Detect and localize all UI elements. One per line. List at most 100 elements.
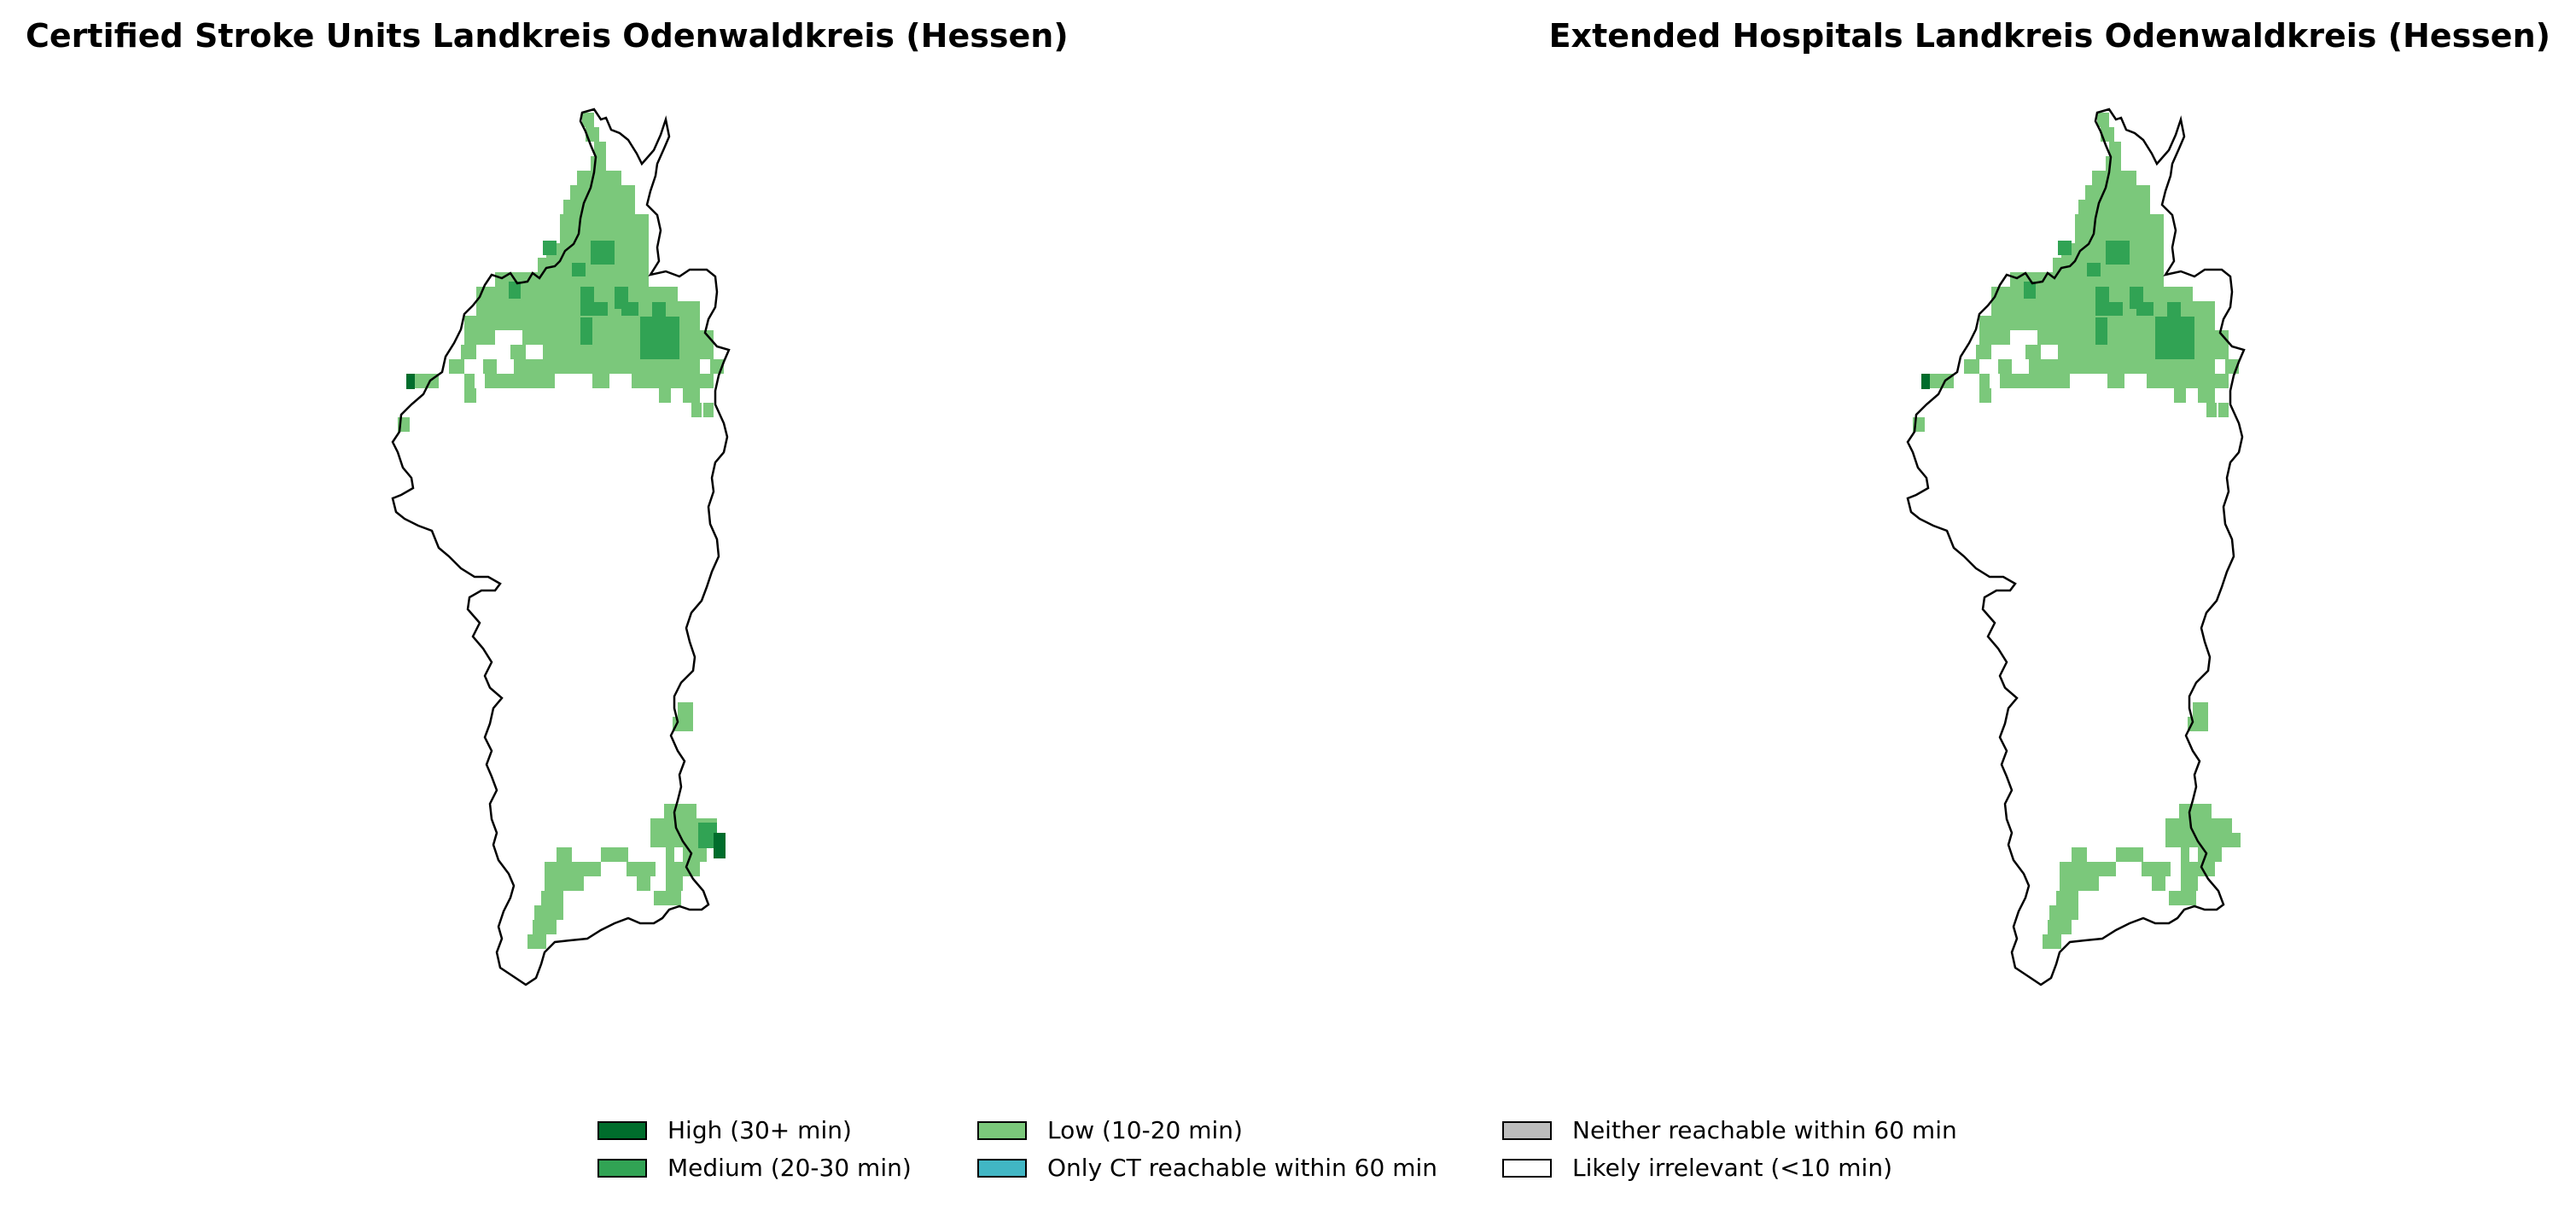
legend-swatch-low (977, 1120, 1027, 1140)
legend-label-neither: Neither reachable within 60 min (1572, 1116, 1957, 1144)
coverage-cell-low (485, 374, 555, 388)
coverage-cell-low (1991, 287, 2193, 301)
coverage-cell-low (2147, 374, 2229, 388)
coverage-cell-low (551, 905, 555, 920)
coverage-cell-low (2085, 185, 2150, 200)
coverage-cell-low (637, 876, 650, 891)
coverage-cell-low (563, 200, 635, 214)
coverage-cell-low (703, 403, 714, 417)
coverage-cell-low (2106, 156, 2121, 171)
coverage-cell-medium (2024, 282, 2036, 299)
coverage-cell-low (2092, 171, 2136, 185)
coverage-cell-low (2174, 388, 2186, 403)
coverage-cell-low (666, 847, 674, 862)
coverage-cell-low (570, 185, 635, 200)
map-title-stroke-units: Certified Stroke Units Landkreis Odenwal… (26, 17, 1069, 55)
coverage-cell-medium (2136, 302, 2153, 316)
legend-swatch-medium (597, 1158, 647, 1178)
coverage-cell-medium (2167, 302, 2181, 319)
coverage-cell-low (2169, 891, 2196, 905)
coverage-cell-low (2193, 702, 2208, 717)
coverage-cell-low (545, 876, 584, 891)
coverage-cell-low (683, 388, 700, 403)
coverage-cell-low (601, 847, 628, 862)
legend-item-high: High (30+ min) (597, 1116, 852, 1144)
coverage-cell-low (2060, 862, 2116, 876)
coverage-cell-low (2029, 359, 2215, 374)
coverage-cells (1913, 113, 2241, 949)
coverage-cell-low (541, 891, 563, 905)
coverage-cell-low (2165, 818, 2232, 833)
coverage-cell-medium (2058, 241, 2072, 255)
coverage-cell-low (2116, 847, 2143, 862)
legend-label-ct-only: Only CT reachable within 60 min (1047, 1154, 1438, 1182)
coverage-cell-medium (572, 263, 586, 276)
coverage-cell-low (514, 359, 700, 374)
coverage-cell-medium (640, 317, 679, 359)
coverage-cell-medium (698, 823, 717, 848)
coverage-cell-low (2075, 229, 2164, 243)
legend-swatch-irrelevant (1502, 1158, 1552, 1178)
coverage-cell-low (2060, 876, 2099, 891)
coverage-cell-low (1964, 359, 1979, 374)
district-boundary (391, 108, 731, 986)
coverage-cell-low (2043, 934, 2061, 949)
coverage-cell-low (534, 905, 563, 920)
coverage-cell-low (577, 171, 621, 185)
coverage-cell-low (2152, 876, 2165, 891)
coverage-cell-low (495, 272, 649, 287)
coverage-cell-medium (652, 302, 666, 319)
coverage-cell-low (2075, 214, 2164, 229)
coverage-cell-low (2066, 905, 2070, 920)
coverage-cell-low (476, 287, 678, 301)
coverage-cell-medium (509, 282, 521, 299)
coverage-cell-medium (591, 241, 615, 265)
coverage-cell-low (2181, 862, 2215, 876)
coverage-cell-high (714, 833, 726, 858)
map-title-extended-hospitals: Extended Hospitals Landkreis Odenwaldkre… (1548, 17, 2550, 55)
coverage-cell-low (543, 345, 714, 359)
coverage-cell-low (560, 214, 649, 229)
legend-label-high: High (30+ min) (667, 1116, 852, 1144)
coverage-cell-low (557, 847, 572, 862)
coverage-cell-low (664, 804, 696, 818)
coverage-cell-medium (621, 302, 638, 316)
legend-item-ct-only: Only CT reachable within 60 min (977, 1154, 1437, 1182)
legend-item-irrelevant: Likely irrelevant (<10 min) (1502, 1154, 1892, 1182)
coverage-cell-low (560, 229, 649, 243)
coverage-cell-low (1976, 345, 1991, 359)
coverage-cell-low (683, 847, 707, 862)
coverage-cell-low (464, 330, 495, 345)
coverage-cell-medium (2095, 287, 2109, 316)
coverage-cell-low (2025, 345, 2041, 359)
coverage-cell-low (594, 142, 606, 156)
coverage-cell-low (464, 388, 476, 403)
coverage-cell-low (2206, 403, 2217, 417)
coverage-cell-low (659, 388, 671, 403)
coverage-cell-low (2107, 374, 2124, 388)
legend-label-irrelevant: Likely irrelevant (<10 min) (1572, 1154, 1892, 1182)
coverage-cell-medium (594, 302, 608, 316)
coverage-cell-low (2109, 142, 2121, 156)
coverage-cell-low (538, 258, 649, 272)
coverage-cell-low (464, 374, 475, 388)
legend: High (30+ min) Medium (20-30 min) Low (1… (597, 1116, 2049, 1201)
coverage-cell-low (2072, 847, 2087, 862)
coverage-cell-low (2097, 113, 2109, 127)
coverage-cell-medium (543, 241, 557, 255)
coverage-cell-high (1921, 374, 1930, 389)
coverage-cell-low (2058, 345, 2229, 359)
coverage-cell-low (2056, 891, 2078, 905)
coverage-cell-low (666, 862, 700, 876)
coverage-cell-low (2053, 258, 2164, 272)
coverage-cell-low (2179, 804, 2212, 818)
coverage-cell-low (632, 374, 714, 388)
legend-item-neither: Neither reachable within 60 min (1502, 1116, 1957, 1144)
legend-swatch-ct-only (977, 1158, 1027, 1178)
coverage-cell-low (461, 345, 476, 359)
coverage-cell-medium (580, 287, 594, 316)
coverage-cell-low (678, 702, 693, 717)
coverage-cell-low (1979, 388, 1991, 403)
coverage-cell-low (2218, 403, 2229, 417)
map-extended-hospitals (1906, 108, 2246, 986)
